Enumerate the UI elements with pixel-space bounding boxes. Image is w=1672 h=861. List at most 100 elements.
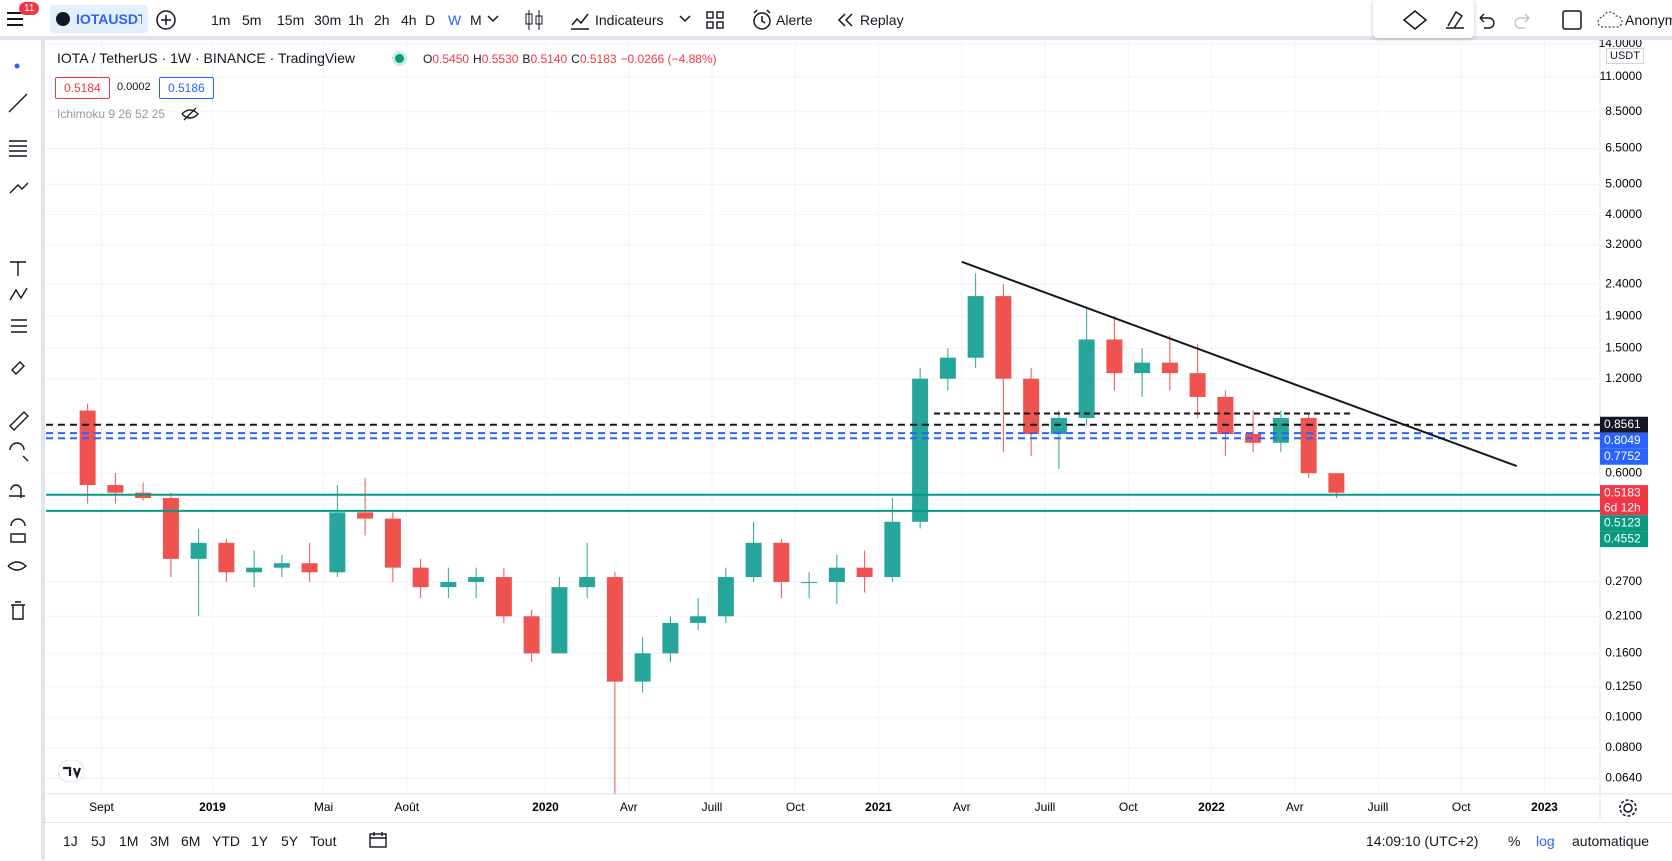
timeframe[interactable]: M [470,12,482,28]
date-range[interactable] [368,831,388,849]
candle-body [1161,362,1178,374]
price-label-bg [1600,515,1648,532]
candle-body [939,357,956,379]
timeframe[interactable]: D [425,12,436,28]
timeframe[interactable]: 30m [314,12,342,28]
candle-body [1300,417,1317,474]
range-button[interactable]: 1M [119,833,139,849]
bottom-bar [45,822,1672,861]
alert-icon[interactable] [750,8,774,32]
y-tick-label: 0.0800 [1605,740,1642,754]
price-label: 0.4552 [1604,531,1641,545]
y-tick-label: 0.0640 [1605,770,1642,784]
price-label: 0.8561 [1604,417,1641,431]
timeframe[interactable]: 5m [242,12,262,28]
currency[interactable]: USDT [1606,48,1644,64]
candle-body [1078,339,1095,418]
candle-type-icon[interactable] [524,8,544,32]
y-tick-label: 3.2000 [1605,237,1642,251]
timeframe[interactable]: 4h [401,12,417,28]
percent-toggle[interactable]: % [1508,833,1521,849]
left-toolbar [0,40,45,860]
range-button[interactable]: Tout [310,833,337,849]
candle-body [606,577,623,682]
auto-toggle[interactable]: automatique [1572,833,1650,849]
x-tick-label: Sept [89,800,114,814]
range-button[interactable]: 6M [181,833,201,849]
user[interactable]: Anonym [1625,12,1672,28]
price-label-bg [1600,485,1648,516]
ohlc-value: 0.5530 [481,52,519,66]
settings[interactable] [1618,798,1638,818]
y-tick-label: 1.9000 [1605,308,1642,322]
candle-body [967,296,984,358]
range-button[interactable]: YTD [212,833,240,849]
ohlc: O0.5450 H0.5530 B0.5140 C0.5183 −0.0266 (−4.… [423,52,717,66]
timeframe[interactable]: 1m [211,12,231,28]
drawing-tools[interactable] [4,50,38,630]
chevron[interactable] [486,14,500,24]
x-tick-label: 2019 [199,800,226,814]
range-button[interactable]: 1Y [251,833,269,849]
symbol-logo [56,12,70,26]
tv-logo[interactable] [58,760,84,782]
candle-body [717,577,734,617]
candle-body [690,616,707,623]
countdown: 6d 12h [1604,500,1641,514]
user-icon[interactable] [1597,9,1623,31]
indicators[interactable]: Indicateurs [595,12,664,28]
y-tick-label: 2.4000 [1605,276,1642,290]
candle-body [801,582,818,584]
fullscreen[interactable] [1561,9,1583,31]
range-button[interactable]: 3M [150,833,170,849]
y-tick-label: 8.5000 [1605,104,1642,118]
timeframe[interactable]: 15m [277,12,305,28]
y-tick-label: 0.1250 [1605,679,1642,693]
candle-body [440,582,457,588]
layout-icon[interactable] [705,10,725,30]
floating-tools[interactable] [1400,8,1470,32]
clock: 14:09:10 (UTC+2) [1366,833,1479,849]
timeframe[interactable]: 2h [374,12,390,28]
candle-body [1134,362,1151,374]
candle-body [662,622,679,654]
redo[interactable] [1513,10,1533,30]
candle-body [856,567,873,578]
replay-icon[interactable] [836,12,854,28]
price-label-bg [1600,448,1648,465]
candle-body [579,577,596,588]
trend-line [961,260,1518,468]
alert[interactable]: Alerte [776,12,813,28]
y-tick-label: 0.1000 [1605,710,1642,724]
x-tick-label: Oct [1119,800,1138,814]
hidden-icon[interactable] [181,106,199,122]
replay[interactable]: Replay [860,12,904,28]
range-button[interactable]: 5Y [281,833,299,849]
ohlc-key: H [473,52,482,66]
bid[interactable]: 0.5184 [55,77,110,99]
range-button[interactable]: 5J [91,833,106,849]
range-button[interactable]: 1J [63,833,78,849]
ask[interactable]: 0.5186 [159,77,214,99]
candle-body [1106,339,1123,374]
price-label: 0.5123 [1604,515,1641,529]
y-tick-label: 5.0000 [1605,176,1642,190]
candle-body [79,410,96,486]
add-symbol[interactable] [155,9,177,31]
symbol[interactable]: IOTAUSDT [76,11,142,27]
ohlc-item: O0.5450 [423,52,469,66]
badge: 11 [19,2,40,15]
indicator-label: Ichimoku 9 26 52 25 [57,107,166,121]
candle-body [745,542,762,578]
log-toggle[interactable]: log [1536,833,1555,849]
indicators-icon[interactable] [569,9,591,31]
candle-body [329,512,346,573]
chevron[interactable] [678,14,692,24]
y-tick-label: 0.1600 [1605,646,1642,660]
undo[interactable] [1476,10,1496,30]
timeframe[interactable]: 1h [348,12,364,28]
candle-body [995,296,1012,379]
timeframe[interactable]: W [448,12,462,28]
top-bar [0,0,1672,40]
